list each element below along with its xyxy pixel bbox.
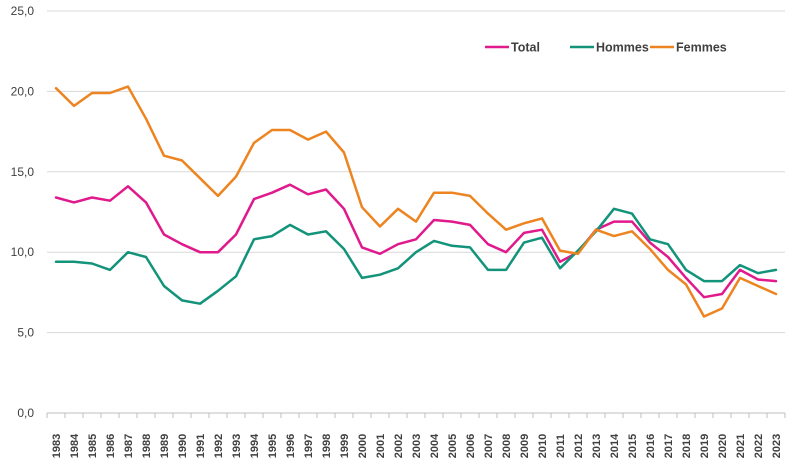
y-tick-label: 0,0 — [17, 406, 34, 420]
y-tick-label: 15,0 — [11, 165, 35, 179]
x-tick-label: 1995 — [267, 434, 279, 458]
x-tick-label: 1986 — [105, 434, 117, 458]
y-axis: 0,0 5,0 10,0 15,0 20,0 25,0 — [11, 4, 35, 420]
x-tick-label: 2001 — [375, 434, 387, 458]
x-tick-label: 1989 — [159, 434, 171, 458]
x-tick-label: 1996 — [285, 434, 297, 458]
legend-label-femmes: Femmes — [676, 41, 727, 55]
series-line-hommes — [54, 207, 778, 305]
x-tick-label: 1990 — [177, 434, 189, 458]
legend-label-hommes: Hommes — [596, 41, 649, 55]
x-tick-label: 1993 — [231, 434, 243, 458]
x-tick-label: 2011 — [555, 434, 567, 458]
x-tick-label: 2014 — [609, 433, 621, 458]
x-tick-label: 2012 — [573, 434, 585, 458]
x-tick-label: 2005 — [447, 434, 459, 458]
x-tick-label: 2003 — [411, 434, 423, 458]
x-tick-label: 2020 — [717, 434, 729, 458]
legend-label-total: Total — [511, 41, 540, 55]
x-tick-label: 2018 — [681, 434, 693, 458]
y-tick-label: 5,0 — [17, 326, 34, 340]
x-tick-label: 2006 — [465, 434, 477, 458]
x-tick-label: 1983 — [51, 434, 63, 458]
x-tick-label: 2013 — [591, 434, 603, 458]
x-tick-label: 2015 — [627, 434, 639, 458]
x-tick-label: 1988 — [141, 434, 153, 458]
y-tick-label: 10,0 — [11, 245, 35, 259]
y-tick-label: 20,0 — [11, 84, 35, 98]
y-tick-label: 25,0 — [11, 4, 35, 18]
x-tick-label: 2009 — [519, 434, 531, 458]
x-tick-label: 2008 — [501, 434, 513, 458]
x-tick-label: 1992 — [213, 434, 225, 458]
x-tick-label: 2007 — [483, 434, 495, 458]
series-line-total — [54, 183, 778, 299]
x-axis: 1983 1984 1985 1986 1987 1988 1989 1990 1991 1992… — [46, 413, 786, 458]
x-tick-label: 1987 — [123, 434, 135, 458]
x-tick-label: 2004 — [429, 433, 441, 458]
x-tick-label: 2019 — [699, 434, 711, 458]
x-tick-label: 1998 — [321, 434, 333, 458]
x-tick-label: 2017 — [663, 434, 675, 458]
series-lines — [54, 85, 778, 318]
x-tick-label: 2023 — [771, 434, 783, 458]
gridlines — [47, 10, 785, 414]
series-line-femmes — [54, 85, 778, 318]
x-tick-label: 2010 — [537, 434, 549, 458]
legend: Total Hommes Femmes — [485, 41, 727, 55]
x-tick-label: 1994 — [249, 433, 261, 458]
x-tick-label: 2022 — [753, 434, 765, 458]
x-tick-label: 1997 — [303, 434, 315, 458]
x-tick-label: 1999 — [339, 434, 351, 458]
x-tick-label: 1984 — [69, 433, 81, 458]
x-tick-label: 2002 — [393, 434, 405, 458]
x-tick-label: 1991 — [195, 434, 207, 458]
x-tick-label: 2021 — [735, 434, 747, 458]
x-tick-label: 2000 — [357, 434, 369, 458]
x-tick-label: 1985 — [87, 434, 99, 458]
x-tick-label: 2016 — [645, 434, 657, 458]
